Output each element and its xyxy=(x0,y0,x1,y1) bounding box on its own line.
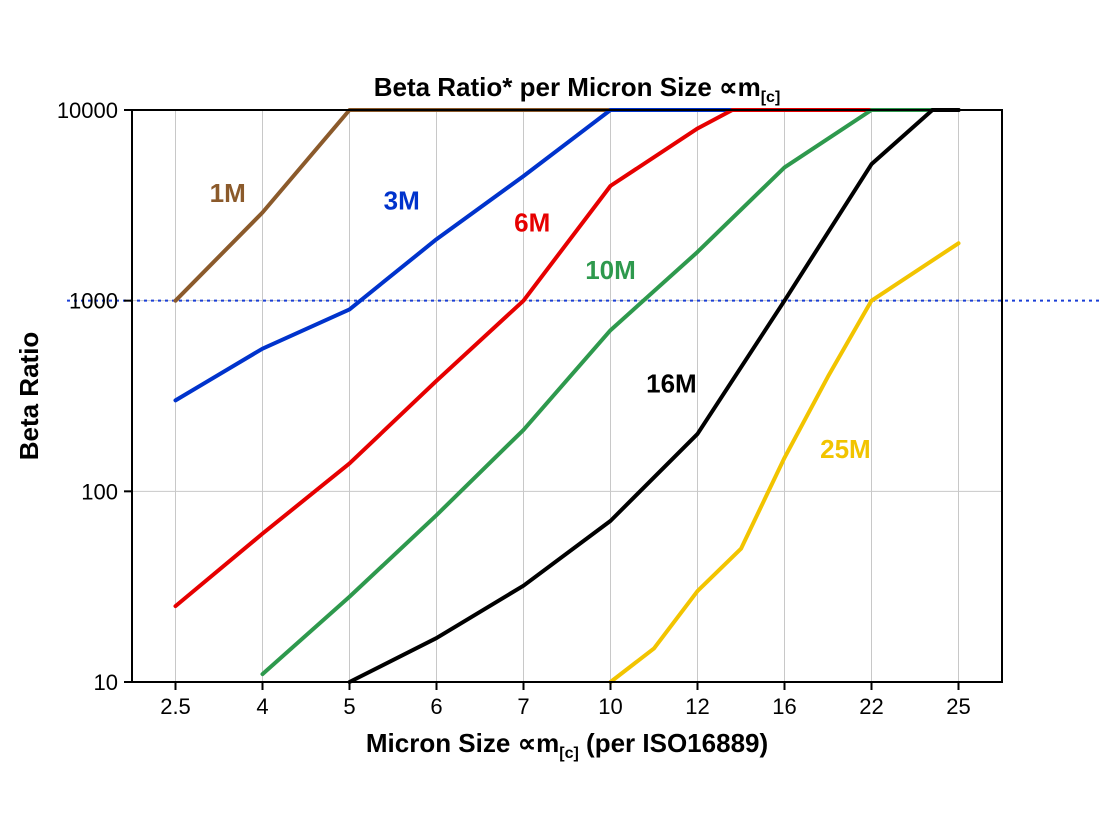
series-label-10M: 10M xyxy=(585,255,636,285)
x-tick-label: 2.5 xyxy=(160,694,191,719)
y-tick-label: 10000 xyxy=(57,98,118,123)
x-axis-title: Micron Size ∝m[c] (per ISO16889) xyxy=(366,728,768,762)
x-tick-label: 12 xyxy=(685,694,709,719)
series-label-25M: 25M xyxy=(820,434,871,464)
chart-title: Beta Ratio* per Micron Size ∝m[c] xyxy=(374,72,781,106)
beta-ratio-chart: 1M 3M 6M 10M 16M 25M 10 100 1000 10000 2.5 4 5 6 7 10… xyxy=(0,0,1104,824)
x-tick-label: 10 xyxy=(598,694,622,719)
series-label-16M: 16M xyxy=(646,368,697,398)
x-tick-label: 22 xyxy=(859,694,883,719)
series-label-1M: 1M xyxy=(210,178,246,208)
x-tick-label: 7 xyxy=(517,694,529,719)
x-axis-ticks: 2.5 4 5 6 7 10 12 16 22 25 xyxy=(160,682,971,719)
x-tick-label: 6 xyxy=(430,694,442,719)
series-label-3M: 3M xyxy=(384,186,420,216)
x-tick-label: 25 xyxy=(946,694,970,719)
x-tick-label: 16 xyxy=(772,694,796,719)
x-tick-label: 4 xyxy=(256,694,268,719)
y-tick-label: 1000 xyxy=(69,289,118,314)
x-tick-label: 5 xyxy=(343,694,355,719)
y-tick-label: 100 xyxy=(81,479,118,504)
series-label-6M: 6M xyxy=(514,208,550,238)
y-axis-ticks: 10 100 1000 10000 xyxy=(57,98,132,695)
y-tick-label: 10 xyxy=(94,670,118,695)
y-axis-title: Beta Ratio xyxy=(14,332,44,461)
